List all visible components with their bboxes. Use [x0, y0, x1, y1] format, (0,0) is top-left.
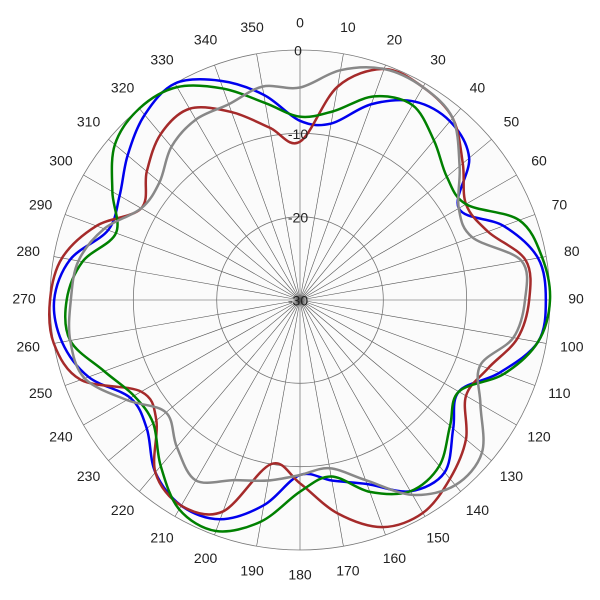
angle-label: 320	[111, 79, 135, 95]
r-tick-label: -20	[288, 209, 308, 225]
angle-label: 70	[552, 196, 568, 212]
angle-label: 280	[17, 243, 41, 259]
spoke	[299, 174, 517, 301]
spoke	[53, 299, 301, 344]
angle-label: 150	[426, 530, 450, 546]
r-tick-label: 0	[294, 43, 302, 59]
spoke	[299, 299, 426, 517]
spoke	[299, 299, 492, 461]
angle-label: 290	[29, 196, 53, 212]
angle-label: 0	[296, 15, 304, 31]
angle-label: 220	[111, 502, 135, 518]
angle-label: 330	[150, 52, 174, 68]
series-line	[63, 84, 552, 533]
spoke	[299, 299, 386, 536]
series-line	[67, 66, 529, 497]
lines	[47, 66, 552, 533]
angle-label: 20	[387, 31, 403, 47]
angle-label: 350	[240, 19, 264, 35]
r-tick-label: -30	[288, 293, 308, 309]
angle-label: 140	[466, 502, 490, 518]
angle-label: 50	[504, 113, 520, 129]
angle-label: 130	[500, 468, 524, 484]
r-tick-label: -10	[288, 126, 308, 142]
angle-label: 270	[12, 291, 36, 307]
angle-label: 30	[430, 52, 446, 68]
spoke	[299, 214, 536, 301]
angle-label: 240	[49, 429, 73, 445]
spoke	[299, 256, 547, 301]
spoke	[299, 53, 344, 301]
spoke	[299, 299, 461, 492]
spoke	[108, 299, 301, 461]
labels: 0 10 20 30 40 50 60 70 80 90 100 110 120 130 140 150 160…	[12, 15, 584, 583]
spoke	[214, 299, 301, 536]
angle-label: 170	[336, 563, 360, 579]
angle-label: 10	[340, 19, 356, 35]
angle-label: 120	[527, 429, 551, 445]
ring	[216, 216, 384, 384]
angle-label: 180	[288, 567, 312, 583]
angle-label: 40	[470, 79, 486, 95]
spoke	[299, 299, 344, 547]
angle-label: 310	[77, 113, 101, 129]
angle-label: 60	[531, 153, 547, 169]
angle-label: 110	[548, 385, 571, 401]
angle-label: 300	[49, 153, 73, 169]
spoke	[83, 299, 301, 426]
angle-label: 260	[17, 339, 41, 355]
spoke	[53, 256, 301, 301]
ring	[132, 132, 468, 468]
angle-label: 230	[77, 468, 101, 484]
angle-label: 80	[564, 243, 580, 259]
angle-label: 160	[383, 550, 407, 566]
angle-label: 190	[240, 563, 264, 579]
angle-label: 100	[560, 339, 584, 355]
spoke	[139, 299, 301, 492]
angle-label: 200	[194, 550, 218, 566]
spoke	[139, 108, 301, 301]
spoke	[299, 299, 536, 386]
angle-label: 340	[194, 31, 218, 47]
angle-label: 250	[29, 385, 53, 401]
spoke	[299, 83, 426, 301]
angle-label: 90	[568, 291, 584, 307]
spoke	[299, 299, 547, 344]
angle-label: 210	[150, 530, 174, 546]
spoke	[108, 139, 301, 301]
